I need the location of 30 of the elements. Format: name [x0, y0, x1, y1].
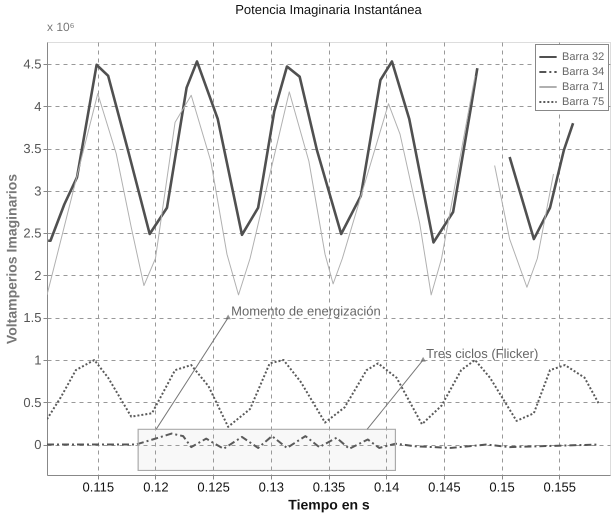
annotation: Tres ciclos (Flicker)	[426, 346, 538, 361]
y-tick-label: 3.5	[23, 141, 42, 156]
legend-label: Barra 75	[562, 96, 604, 108]
x-tick-label: 0.125	[197, 480, 230, 494]
x-tick-label: 0.15	[489, 480, 515, 494]
legend-label: Barra 34	[562, 66, 604, 78]
y-tick-label: 1.5	[23, 310, 42, 326]
y-axis-title: Voltamperios Imaginarios	[3, 174, 20, 344]
x-tick-label: 0.135	[312, 480, 346, 494]
x-axis-title: Tiempo en s	[288, 496, 370, 512]
x-tick-label: 0.115	[82, 480, 114, 494]
y-tick-label: 0	[34, 437, 42, 452]
y-tick-label: 2	[34, 268, 42, 283]
y-tick-label: 4	[34, 98, 42, 114]
text: x 10⁶	[47, 20, 75, 34]
x-tick-label: 0.155	[543, 480, 576, 494]
x-tick-label: 0.13	[258, 480, 284, 494]
legend-label: Barra 32	[562, 51, 604, 63]
chart-title: Potencia Imaginaria Instantánea	[235, 2, 422, 17]
y-tick-label: 4.5	[23, 56, 42, 72]
x-tick-label: 0.145	[428, 480, 461, 494]
y-tick-label: 2.5	[23, 226, 42, 241]
line-series	[47, 432, 600, 450]
annotation: Momento de energización	[231, 304, 381, 319]
legend-label: Barra 71	[562, 81, 604, 93]
x-tick-label: 0.14	[374, 480, 400, 494]
x-tick-label: 0.12	[143, 480, 169, 494]
y-tick-label: 1	[34, 352, 42, 368]
y-tick-label: 3	[34, 183, 42, 198]
y-tick-label: 0.5	[23, 394, 42, 410]
